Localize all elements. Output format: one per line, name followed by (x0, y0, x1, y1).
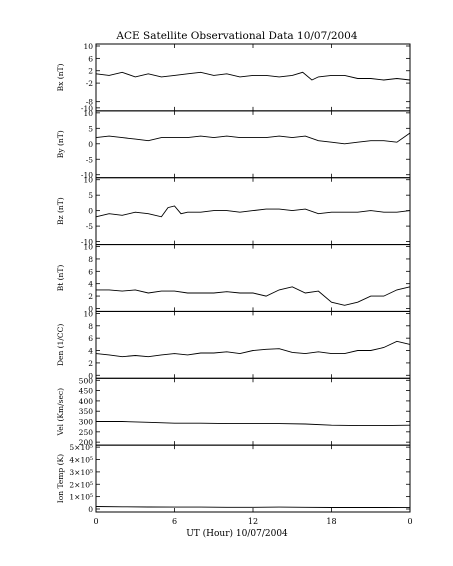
y-tick-label: 10 (83, 309, 93, 318)
y-tick-label: 10 (83, 42, 93, 51)
series-line (96, 421, 411, 427)
y-tick-label: 2 (88, 67, 93, 76)
y-axis-label: Vel (Km/sec) (56, 388, 65, 437)
y-tick-label: -10 (81, 104, 93, 113)
y-axis-label: Bz (nT) (56, 197, 65, 225)
y-tick-label: 5 (88, 191, 93, 200)
panel-frame (95, 310, 411, 379)
y-tick-label: 6 (88, 54, 93, 63)
y-tick-label: 250 (79, 428, 94, 437)
series-line (95, 506, 411, 508)
y-tick-label: 5×10⁵ (69, 443, 93, 452)
y-axis-label: By (nT) (56, 130, 65, 158)
y-tick-label: -10 (81, 238, 93, 247)
y-tick-label: 3×10⁵ (69, 468, 93, 477)
y-tick-label: 10 (83, 109, 93, 118)
y-axis-label: Bt (nT) (56, 265, 65, 292)
y-tick-label: 10 (83, 176, 93, 185)
y-tick-label: 2×10⁵ (69, 480, 93, 489)
y-tick-label: 4 (88, 280, 93, 289)
panel-frame (95, 377, 411, 446)
panel-frame (95, 43, 411, 112)
panel-frame (95, 110, 411, 179)
series-line (96, 286, 411, 306)
panel-1: -10 -5 0 5 10 By (nT) (56, 109, 411, 180)
y-tick-label: 0 (88, 140, 93, 149)
y-tick-label: 10 (83, 243, 93, 252)
y-tick-label: 8 (88, 322, 93, 331)
y-tick-label: 400 (79, 397, 94, 406)
y-tick-label: 0 (88, 505, 93, 514)
y-tick-label: 200 (79, 438, 94, 447)
y-tick-label: 4×10⁵ (69, 456, 93, 465)
y-tick-label: 6 (88, 334, 93, 343)
panel-0: -10-8 -2 2 6 10 Bx (nT) (56, 42, 411, 113)
y-tick-label: 450 (79, 387, 94, 396)
panel-frame (95, 244, 411, 312)
y-axis-label: Ion Temp (K) (56, 454, 65, 503)
y-tick-label: 350 (79, 407, 94, 416)
panel-4: 0 2 4 6 8 10 Den (1/CC) (56, 309, 411, 380)
y-tick-label: 0 (88, 371, 93, 380)
y-tick-label: -5 (86, 155, 94, 164)
x-tick-label: 18 (326, 517, 336, 526)
y-tick-label: 6 (88, 267, 93, 276)
y-axis-label: Den (1/CC) (56, 324, 65, 366)
panel-6: 0 1×10⁵ 2×10⁵ 3×10⁵ 4×10⁵ 5×10⁵ Ion Temp (K) (56, 443, 411, 514)
panel-3: 0 2 4 6 8 10 Bt (nT) (56, 243, 411, 313)
x-tick-label: 6 (172, 517, 177, 526)
y-tick-label: 4 (88, 347, 93, 356)
chart-title: ACE Satellite Observational Data 10/07/2… (115, 30, 357, 42)
panel-2: -10 -5 0 5 10 Bz (nT) (56, 176, 411, 247)
y-tick-label: 2 (88, 359, 93, 368)
series-line (95, 340, 411, 358)
y-tick-label: 0 (88, 304, 93, 313)
x-tick-label: 12 (248, 517, 258, 526)
y-tick-label: -2 (86, 79, 94, 88)
x-tick-label: 0 (407, 517, 412, 526)
series-line (95, 132, 411, 145)
y-tick-label: 300 (79, 418, 94, 427)
y-tick-label: 0 (88, 207, 93, 216)
y-axis-label: Bx (nT) (56, 63, 65, 91)
y-tick-label: -8 (86, 98, 94, 107)
series-line (95, 205, 411, 218)
x-tick-label: 0 (93, 517, 98, 526)
x-axis-label: UT (Hour) 10/07/2004 (186, 528, 288, 539)
y-tick-label: 5 (88, 124, 93, 133)
y-tick-label: 8 (88, 255, 93, 264)
panel-frame (95, 444, 411, 513)
y-tick-label: 500 (79, 376, 94, 385)
series-line (95, 71, 411, 81)
y-tick-label: 1×10⁵ (69, 493, 93, 502)
y-tick-label: 2 (88, 292, 93, 301)
y-tick-label: -5 (86, 222, 94, 231)
y-tick-label: -10 (81, 171, 93, 180)
